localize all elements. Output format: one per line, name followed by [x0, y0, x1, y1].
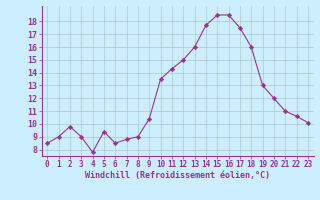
- X-axis label: Windchill (Refroidissement éolien,°C): Windchill (Refroidissement éolien,°C): [85, 171, 270, 180]
